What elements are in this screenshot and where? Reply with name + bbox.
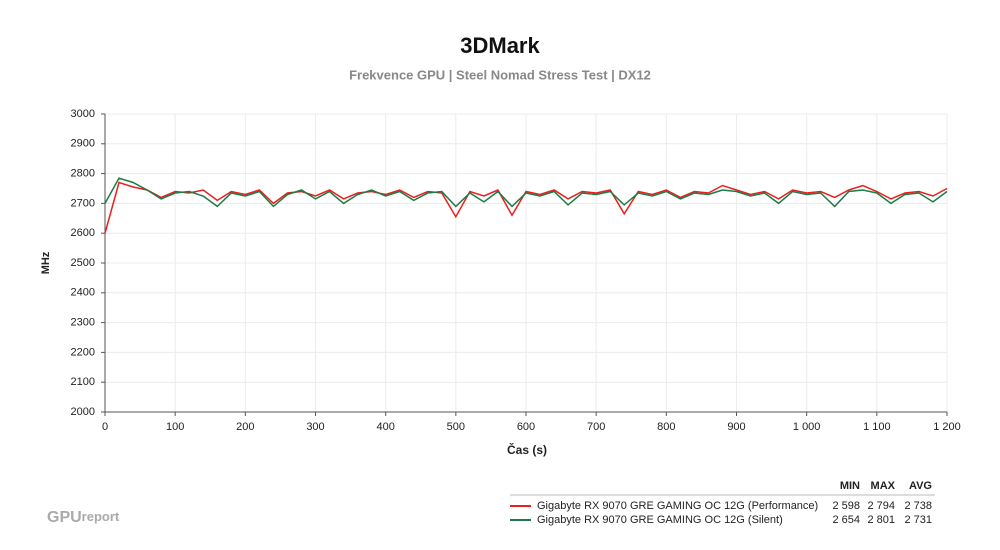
x-tick-label: 1 200 <box>933 421 961 433</box>
legend-stat: 2 801 <box>867 514 895 526</box>
legend-header: MAX <box>871 480 896 492</box>
x-tick-label: 300 <box>306 421 324 433</box>
watermark-light: report <box>82 509 120 524</box>
x-tick-label: 700 <box>587 421 605 433</box>
y-tick-label: 2900 <box>71 138 95 150</box>
watermark-bold: GPU <box>47 509 82 526</box>
y-tick-label: 2800 <box>71 168 95 180</box>
y-axis-label: MHz <box>40 251 52 274</box>
chart-title: 3DMark <box>460 33 540 58</box>
legend-stat: 2 654 <box>832 514 860 526</box>
x-tick-label: 1 000 <box>793 421 821 433</box>
x-tick-label: 600 <box>517 421 535 433</box>
watermark: GPUreport <box>47 509 120 526</box>
x-tick-label: 900 <box>727 421 745 433</box>
x-tick-label: 200 <box>236 421 254 433</box>
x-tick-label: 0 <box>102 421 108 433</box>
y-tick-label: 3000 <box>71 108 95 120</box>
legend-stat: 2 794 <box>867 500 895 512</box>
y-tick-label: 2100 <box>71 376 95 388</box>
y-tick-label: 2300 <box>71 317 95 329</box>
y-tick-label: 2000 <box>71 406 95 418</box>
legend-label: Gigabyte RX 9070 GRE GAMING OC 12G (Sile… <box>537 514 783 526</box>
legend-label: Gigabyte RX 9070 GRE GAMING OC 12G (Perf… <box>537 500 818 512</box>
legend-stat: 2 598 <box>832 500 860 512</box>
x-tick-label: 100 <box>166 421 184 433</box>
chart-subtitle: Frekvence GPU | Steel Nomad Stress Test … <box>349 67 651 82</box>
legend-header: AVG <box>909 480 932 492</box>
y-tick-label: 2600 <box>71 227 95 239</box>
x-tick-label: 400 <box>376 421 394 433</box>
legend-header: MIN <box>840 480 860 492</box>
x-tick-label: 1 100 <box>863 421 891 433</box>
x-tick-label: 800 <box>657 421 675 433</box>
legend-stat: 2 731 <box>904 514 932 526</box>
y-tick-label: 2200 <box>71 346 95 358</box>
x-axis-label: Čas (s) <box>507 442 547 457</box>
x-tick-label: 500 <box>447 421 465 433</box>
y-tick-label: 2500 <box>71 257 95 269</box>
legend-stat: 2 738 <box>904 500 932 512</box>
series-line <box>104 177 948 208</box>
y-tick-label: 2700 <box>71 197 95 209</box>
y-tick-label: 2400 <box>71 287 95 299</box>
series-line <box>104 181 948 234</box>
